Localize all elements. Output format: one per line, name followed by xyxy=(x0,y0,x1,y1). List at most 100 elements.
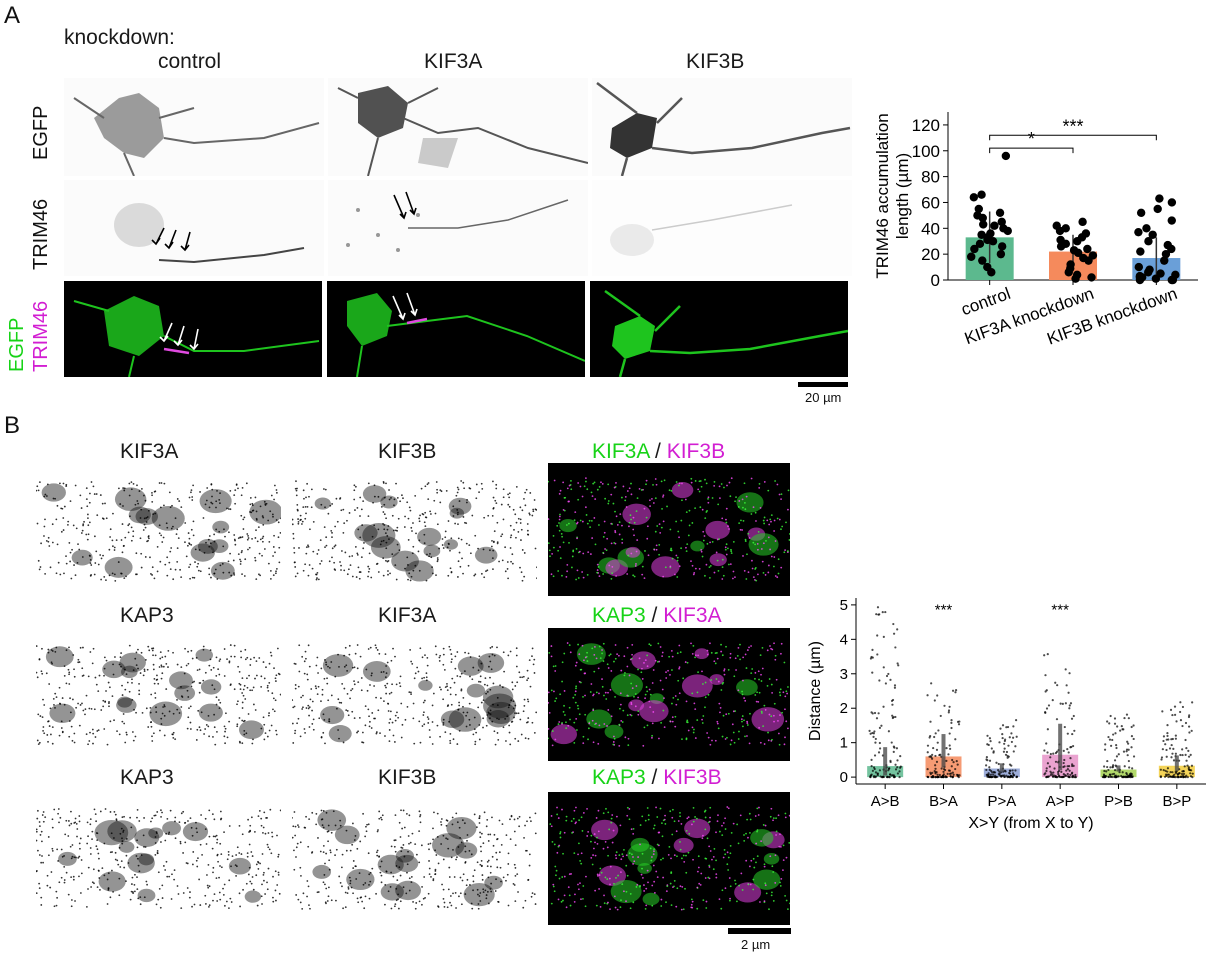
chart-b-point xyxy=(1007,744,1010,747)
chart-b-point xyxy=(1062,749,1065,752)
chart-b-ytick-label: 1 xyxy=(840,735,848,752)
chart-b-point xyxy=(1049,756,1052,759)
chart-a-point xyxy=(970,244,979,254)
chart-b-point xyxy=(947,753,950,756)
chart-b-point xyxy=(880,724,883,727)
chart-a-point xyxy=(1003,226,1012,236)
chart-b-point xyxy=(951,758,954,762)
chart-b-point xyxy=(1014,719,1018,722)
chart-b-point xyxy=(992,750,995,753)
chart-a-ytick-label: 20 xyxy=(921,245,940,264)
chart-b-point xyxy=(1003,747,1006,750)
chart-b-point xyxy=(1062,775,1065,778)
chart-b-point xyxy=(934,732,937,735)
chart-b-point xyxy=(1051,699,1054,702)
chart-b-point xyxy=(877,751,881,754)
chart-b-point xyxy=(1162,739,1165,743)
chart-b-point xyxy=(926,694,929,697)
chart-b-point xyxy=(1053,774,1056,777)
b-row1-kif3a-image xyxy=(36,466,281,596)
chart-b-point xyxy=(930,775,933,779)
chart-b-point xyxy=(928,755,931,758)
chart-b-point xyxy=(1001,724,1005,727)
chart-b-point xyxy=(1057,772,1060,776)
chart-b-point xyxy=(951,776,954,779)
chart-b-point xyxy=(1116,725,1119,728)
chart-b-point xyxy=(1132,737,1135,741)
chart-b-point xyxy=(1162,769,1165,772)
chart-b-point xyxy=(948,769,952,772)
chart-b-point xyxy=(1114,776,1117,779)
chart-a-ytick-label: 40 xyxy=(921,219,940,238)
chart-b-point xyxy=(1187,715,1191,719)
merge-label-trim46: TRIM46 xyxy=(30,300,52,372)
chart-b-point xyxy=(1184,738,1187,742)
chart-b-point xyxy=(1171,752,1174,755)
chart-b-point xyxy=(995,761,998,764)
chart-b-point xyxy=(887,767,891,770)
b-row1-kif3b-image xyxy=(292,466,537,596)
chart-b-point xyxy=(936,741,939,744)
merge-kif3b-image xyxy=(590,281,848,377)
b-row2-merge-a: KAP3 xyxy=(592,604,646,627)
chart-b-point xyxy=(1191,772,1194,775)
chart-b-point xyxy=(1012,750,1015,753)
chart-a-significance-bracket xyxy=(989,147,1074,154)
chart-b-point xyxy=(987,774,990,777)
chart-b-point xyxy=(878,769,882,772)
chart-b-point xyxy=(947,711,950,714)
chart-b-point xyxy=(988,766,991,769)
chart-b-point xyxy=(1043,773,1046,776)
chart-b-point xyxy=(1182,774,1185,777)
chart-b-point xyxy=(874,737,877,741)
b-row1-merge-label: KIF3A / KIF3B xyxy=(592,440,725,464)
chart-a-point xyxy=(978,256,987,265)
chart-b-point xyxy=(873,730,876,733)
chart-b-point xyxy=(1013,774,1016,777)
chart-b-point xyxy=(896,766,899,769)
chart-b-point xyxy=(1060,770,1063,773)
chart-b-point xyxy=(882,775,885,779)
chart-b-point xyxy=(1120,725,1123,728)
chart-b-point xyxy=(1061,702,1064,705)
chart-b-point xyxy=(1165,748,1168,752)
chart-b-point xyxy=(954,767,957,771)
chart-b-point xyxy=(1131,767,1134,770)
chart-b-point xyxy=(1012,725,1015,728)
chart-b-point xyxy=(893,684,897,687)
chart-a-point xyxy=(1078,217,1087,227)
chart-b-point xyxy=(934,764,937,767)
chart-b-point xyxy=(1112,772,1116,776)
chart-b-point xyxy=(870,773,873,776)
chart-b-point xyxy=(1065,684,1068,687)
chart-b-point xyxy=(1067,751,1070,754)
chart-b-point xyxy=(1066,748,1069,751)
chart-b-point xyxy=(1073,729,1076,732)
chart-b-point xyxy=(1190,764,1194,767)
chart-b-point xyxy=(1172,759,1176,762)
chart-b-point xyxy=(892,622,895,626)
chart-b-point xyxy=(939,753,942,756)
column-label-control: control xyxy=(158,50,222,73)
chart-b-point xyxy=(1110,744,1113,747)
chart-b-point xyxy=(1052,771,1055,774)
chart-b-point xyxy=(896,662,899,665)
chart-b-xlabel: X>Y (from X to Y) xyxy=(968,815,1093,832)
chart-b-point xyxy=(1052,752,1055,755)
chart-b-point xyxy=(1115,746,1118,750)
chart-b-point xyxy=(945,775,948,779)
chart-b-point xyxy=(954,738,957,741)
chart-b-point xyxy=(929,734,932,738)
chart-b-point xyxy=(1049,752,1052,756)
chart-b-point xyxy=(1107,735,1110,739)
egfp-kif3a-image xyxy=(328,78,588,176)
chart-b-point xyxy=(876,653,879,656)
chart-b-xtick-label: P>B xyxy=(1104,793,1133,810)
b-row3-merge-b: KIF3B xyxy=(663,766,722,789)
chart-b-point xyxy=(894,715,897,719)
chart-b-point xyxy=(1064,774,1067,777)
chart-b-point xyxy=(878,747,882,750)
chart-b-point xyxy=(937,729,940,732)
chart-a-point xyxy=(996,249,1006,259)
chart-b-point xyxy=(941,774,945,778)
